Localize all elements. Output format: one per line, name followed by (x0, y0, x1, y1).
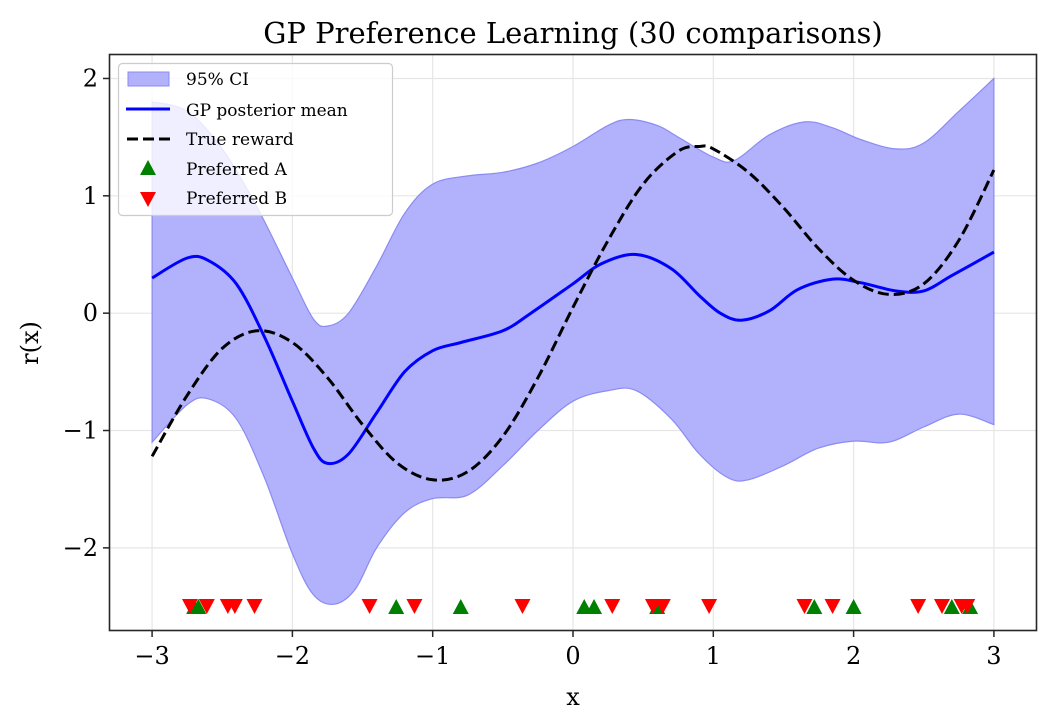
legend: 95% CI GP posterior mean True reward Pre… (117, 62, 394, 217)
preferred-b-marker (933, 599, 950, 615)
preferred-b-marker (796, 599, 813, 615)
x-axis-label: x (566, 683, 580, 711)
preferred-b-marker (226, 599, 243, 615)
preferred-b-marker (406, 599, 423, 615)
preferred-b-marker (910, 599, 927, 615)
legend-preferred-b-icon (140, 192, 156, 207)
preferred-b-marker (824, 599, 841, 615)
ci-band-layer (151, 77, 995, 606)
preferred-a-marker (586, 599, 603, 615)
y-tick-label: −1 (63, 417, 98, 445)
preferred-a-marker (943, 599, 960, 615)
preferred-b-marker (181, 599, 198, 615)
preferred-a-marker (806, 599, 823, 615)
y-tick-label: −2 (63, 534, 98, 562)
preferred-b-marker (198, 599, 215, 615)
true-reward-line (150, 144, 996, 482)
x-tick-label: 2 (846, 642, 861, 670)
preferred-b-marker (654, 599, 671, 615)
preferred-a-marker (845, 599, 862, 615)
x-tick-label: −2 (275, 642, 310, 670)
preferred-b-marker (514, 599, 531, 615)
x-tick-label: 1 (706, 642, 721, 670)
markers-layer (181, 599, 979, 615)
x-tick-label: 0 (565, 642, 580, 670)
preferred-b-marker (604, 599, 621, 615)
legend-label-preferred-a: Preferred A (186, 160, 288, 180)
chart-title: GP Preference Learning (30 comparisons) (263, 16, 882, 50)
legend-label-true: True reward (186, 130, 294, 150)
lines-layer (150, 144, 996, 482)
x-axis: −3 −2 −1 0 1 2 3 (134, 630, 1002, 670)
ci-band (151, 77, 995, 606)
preferred-b-marker (361, 599, 378, 615)
y-tick-label: 1 (83, 182, 98, 210)
preferred-b-marker (246, 599, 263, 615)
legend-box (117, 62, 394, 217)
x-tick-label: 3 (986, 642, 1001, 670)
legend-label-mean: GP posterior mean (186, 101, 348, 121)
y-tick-label: 0 (83, 299, 98, 327)
y-axis-label: r(x) (16, 321, 44, 365)
preferred-a-marker (190, 599, 207, 615)
preferred-a-marker (388, 599, 405, 615)
preferred-b-marker (959, 599, 976, 615)
legend-label-ci: 95% CI (186, 70, 249, 90)
x-tick-label: −1 (415, 642, 450, 670)
preferred-b-marker (701, 599, 718, 615)
legend-label-preferred-b: Preferred B (186, 189, 287, 209)
y-tick-label: 2 (83, 64, 98, 92)
preferred-a-marker (452, 599, 469, 615)
gp-mean-line (151, 250, 995, 466)
legend-ci-swatch (127, 71, 170, 87)
y-axis: −2 −1 0 1 2 (63, 64, 110, 562)
x-tick-label: −3 (134, 642, 169, 670)
legend-preferred-a-icon (140, 160, 156, 175)
